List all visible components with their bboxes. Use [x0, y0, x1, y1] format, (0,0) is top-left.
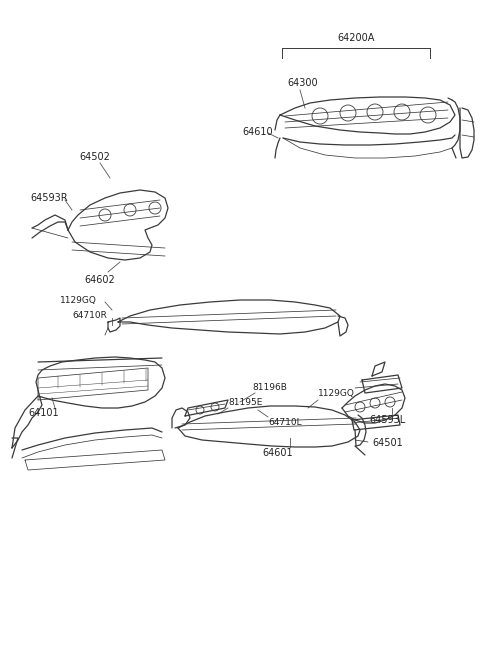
Text: 81196B: 81196B [252, 383, 287, 392]
Text: 81195E: 81195E [228, 398, 263, 407]
Text: 64710L: 64710L [268, 418, 301, 427]
Text: 64710R: 64710R [72, 310, 107, 320]
Text: 64502: 64502 [80, 152, 110, 162]
Text: 64300: 64300 [287, 78, 318, 88]
Text: 64610: 64610 [242, 127, 273, 137]
Text: 64593L: 64593L [370, 415, 406, 425]
Text: 64200A: 64200A [337, 33, 375, 43]
Text: 64101: 64101 [28, 408, 59, 418]
Text: 1129GQ: 1129GQ [60, 295, 97, 305]
Text: 64601: 64601 [263, 448, 293, 458]
Text: 64593R: 64593R [30, 193, 68, 203]
Text: 1129GQ: 1129GQ [318, 389, 355, 398]
Text: 64501: 64501 [372, 438, 403, 448]
Text: 64602: 64602 [84, 275, 115, 285]
